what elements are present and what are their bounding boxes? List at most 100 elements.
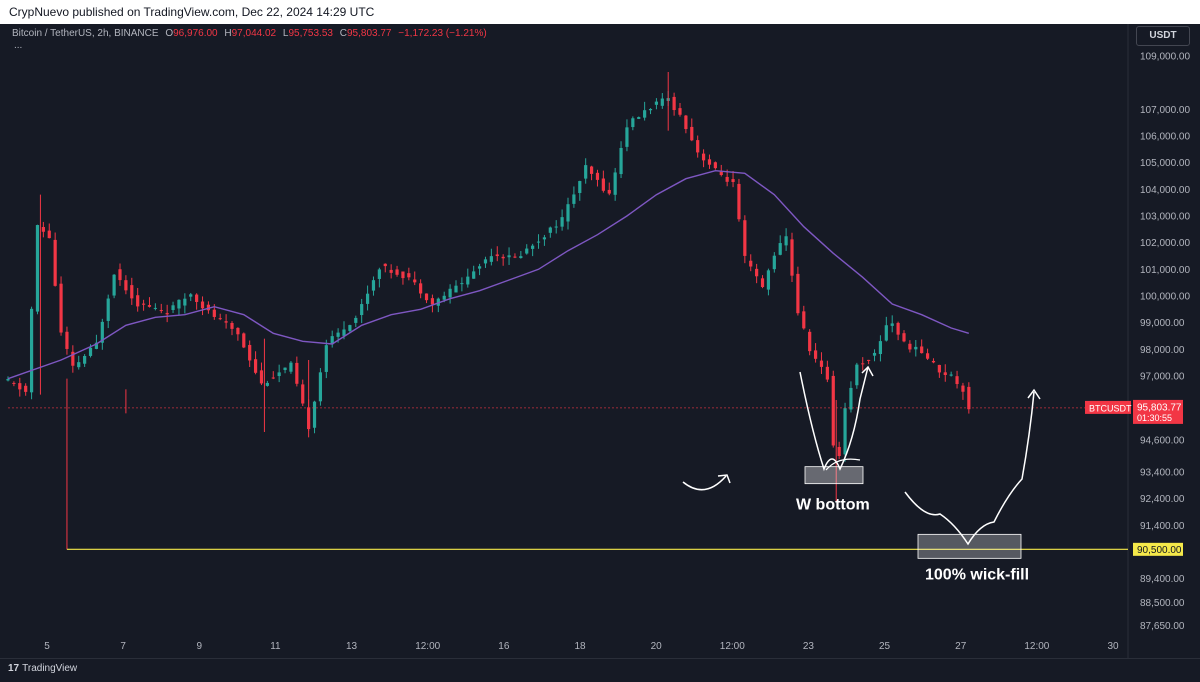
time-tick-label: 7 — [120, 641, 126, 652]
candle-body — [684, 115, 688, 130]
candle-body — [242, 333, 246, 348]
candle-body — [301, 384, 305, 404]
candle-body — [71, 351, 75, 366]
candle-body — [454, 285, 458, 293]
candle-body — [802, 311, 806, 329]
candle-body — [171, 305, 175, 310]
candle-body — [430, 298, 435, 305]
candle-body — [672, 96, 676, 111]
candle-body — [100, 321, 104, 343]
candle-body — [737, 183, 741, 220]
candle-body — [613, 172, 617, 195]
candle-body — [413, 279, 417, 283]
candle-body — [507, 255, 511, 258]
wick-fill-zone — [917, 533, 1022, 559]
footer-bar: 17 TradingView — [0, 658, 1200, 682]
legend-close: 95,803.77 — [346, 28, 392, 39]
moving-average-line — [7, 169, 970, 380]
candle-body — [383, 263, 387, 267]
price-tick-label: 102,000.00 — [1140, 238, 1190, 249]
wick-fill-arrowhead — [1027, 388, 1041, 400]
support-price-label: 90,500.00 — [1137, 545, 1182, 556]
candle-body — [760, 278, 765, 288]
countdown-label: 01:30:55 — [1137, 413, 1172, 423]
candle-body — [696, 140, 700, 153]
w-bottom-path — [799, 366, 869, 472]
current-price-tag — [1133, 399, 1183, 424]
candle-body — [955, 376, 959, 385]
chart-area[interactable]: 109,000.00 107,000.00 106,000.00 105,000.00… — [0, 24, 1200, 658]
candle-body — [643, 110, 647, 118]
candle-body — [360, 304, 364, 316]
legend-close-label: C — [339, 28, 347, 39]
candle-body — [424, 293, 429, 301]
wick-fill-path — [904, 391, 1035, 546]
price-tick-label: 105,000.00 — [1140, 158, 1190, 169]
price-tick-label: 101,000.00 — [1140, 265, 1190, 276]
candle-body — [289, 362, 293, 372]
candle-body — [931, 360, 936, 363]
candle-body — [813, 350, 818, 359]
candle-body — [159, 310, 163, 312]
time-tick-label: 20 — [651, 641, 663, 652]
time-tick-label: 23 — [803, 641, 815, 652]
candle-body — [200, 301, 205, 309]
tradingview-brand[interactable]: 17 TradingView — [8, 663, 77, 674]
candle-body — [654, 101, 659, 105]
candle-body — [867, 359, 871, 361]
candle-body — [377, 269, 381, 279]
price-chart[interactable]: 109,000.00 107,000.00 106,000.00 105,000.00… — [0, 24, 1200, 658]
candle-body — [878, 341, 883, 355]
candle-body — [195, 294, 199, 302]
candle-body — [884, 325, 888, 341]
currency-button[interactable]: USDT — [1136, 26, 1190, 46]
time-tick-label: 12:00 — [415, 641, 440, 652]
candle-body — [701, 153, 706, 161]
candle-body — [908, 343, 912, 350]
candle-body — [165, 313, 169, 315]
candle-body — [513, 256, 517, 258]
candle-body — [295, 362, 299, 384]
candle-body — [177, 299, 181, 309]
candle-body — [283, 367, 287, 371]
candle-body — [896, 322, 900, 335]
current-price-label: 95,803.77 — [1137, 402, 1182, 413]
candle-body — [578, 181, 582, 193]
candle-body — [153, 307, 157, 309]
price-tick-label: 92,400.00 — [1140, 494, 1185, 505]
candle-body — [389, 269, 393, 273]
candle-body — [348, 325, 352, 331]
candle-body — [660, 98, 664, 106]
legend-more-toggle[interactable]: ... — [14, 40, 23, 51]
candle-body — [253, 359, 258, 373]
legend-low: 95,753.53 — [288, 28, 333, 39]
candle-body — [489, 256, 493, 262]
time-tick-label: 13 — [346, 641, 358, 652]
candle-body — [495, 254, 499, 257]
candle-body — [130, 285, 134, 299]
candle-body — [690, 126, 694, 141]
candle-body — [206, 304, 211, 311]
candle-body — [259, 370, 264, 384]
price-tick-label: 106,000.00 — [1140, 132, 1190, 143]
candle-body — [914, 346, 918, 350]
candle-body — [872, 352, 877, 356]
candle-body — [631, 118, 635, 128]
candle-body — [330, 336, 334, 345]
candle-body — [477, 266, 482, 269]
candle-body — [460, 283, 464, 285]
price-tick-label: 94,600.00 — [1140, 436, 1185, 447]
candle-body — [124, 280, 128, 291]
candle-body — [312, 401, 317, 428]
candle-body — [401, 271, 405, 279]
candle-body — [937, 364, 941, 373]
price-tick-label: 104,000.00 — [1140, 185, 1190, 196]
candle-body — [248, 344, 252, 361]
price-tick-label: 103,000.00 — [1140, 212, 1190, 223]
candle-body — [819, 360, 824, 367]
time-tick-label: 30 — [1107, 641, 1119, 652]
symbol-tag — [1085, 400, 1131, 414]
candle-body — [18, 383, 22, 390]
candle-body — [218, 318, 222, 320]
time-tick-label: 12:00 — [720, 641, 745, 652]
